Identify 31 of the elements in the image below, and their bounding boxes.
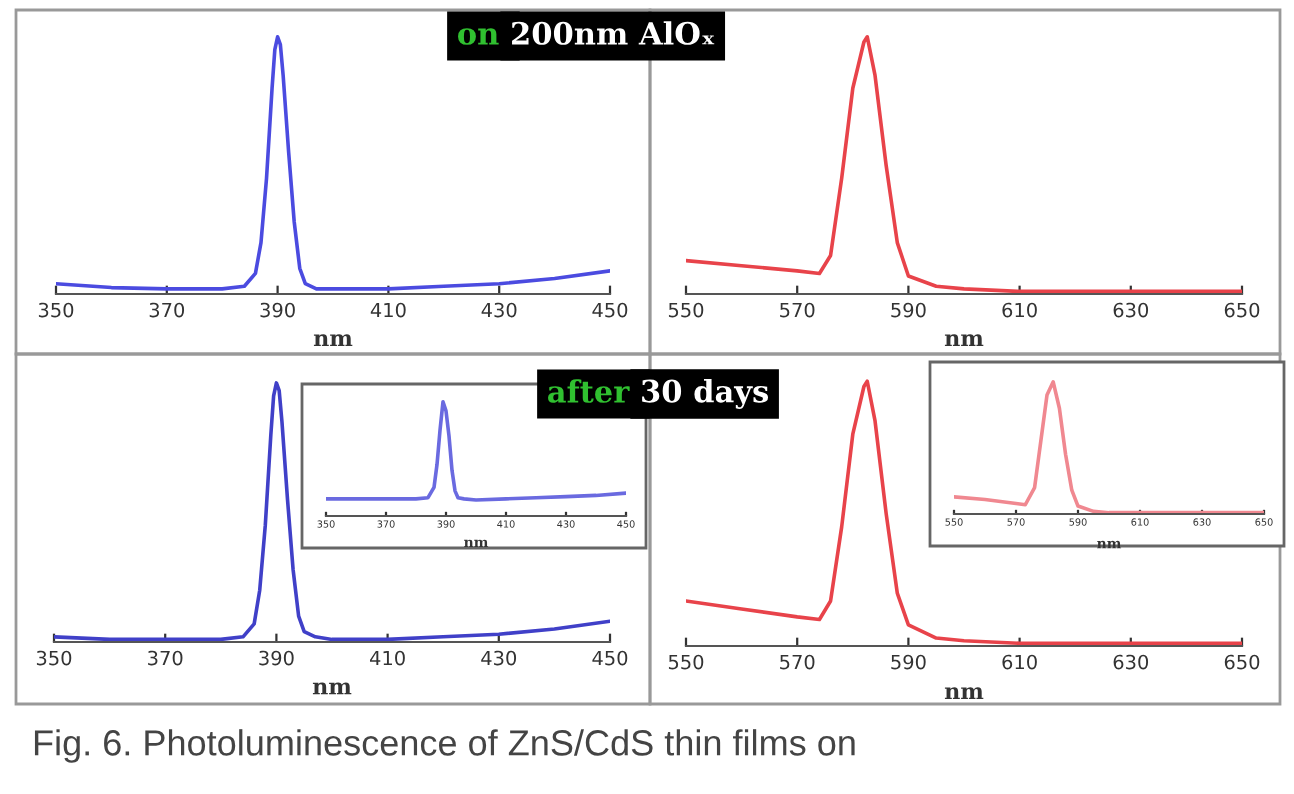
x-tick-label: 550 xyxy=(668,302,704,318)
caption: Fig. 6. Photoluminescence of ZnS/CdS thin films on xyxy=(34,729,855,763)
x-axis-title: nm xyxy=(944,334,984,346)
x-tick-label: 630 xyxy=(1113,654,1149,670)
x-tick-label: 650 xyxy=(1224,302,1260,318)
chart-title: on 200nm AlOₓ xyxy=(458,21,715,45)
x-tick-label: 350 xyxy=(36,650,72,666)
x-tick-label: 390 xyxy=(260,302,295,318)
x-tick-label: 450 xyxy=(592,302,628,318)
x-tick-label: 570 xyxy=(780,302,815,318)
x-tick-label: 390 xyxy=(259,650,294,666)
x-axis-title: nm xyxy=(312,682,352,695)
x-tick-label: 590 xyxy=(891,302,926,318)
x-tick-label: 370 xyxy=(149,302,185,318)
x-tick-label: 410 xyxy=(370,302,406,318)
x-tick-label: 630 xyxy=(1113,302,1149,318)
x-tick-label: 430 xyxy=(481,302,517,318)
x-tick-label: 350 xyxy=(38,302,74,318)
x-tick-label: 650 xyxy=(1224,654,1260,670)
chart-title: after 30 days xyxy=(548,379,769,409)
x-tick-label: 610 xyxy=(1002,302,1037,318)
x-tick-label: 610 xyxy=(1002,654,1037,670)
x-tick-label: 430 xyxy=(481,650,517,666)
x-axis-title: nm xyxy=(313,334,353,346)
x-tick-label: 450 xyxy=(592,650,628,666)
x-axis-title: nm xyxy=(944,687,984,700)
x-tick-label: 550 xyxy=(668,654,704,670)
x-tick-label: 590 xyxy=(891,654,926,670)
x-tick-label: 370 xyxy=(148,650,183,666)
x-tick-label: 570 xyxy=(780,654,815,670)
x-tick-label: 410 xyxy=(369,650,405,666)
